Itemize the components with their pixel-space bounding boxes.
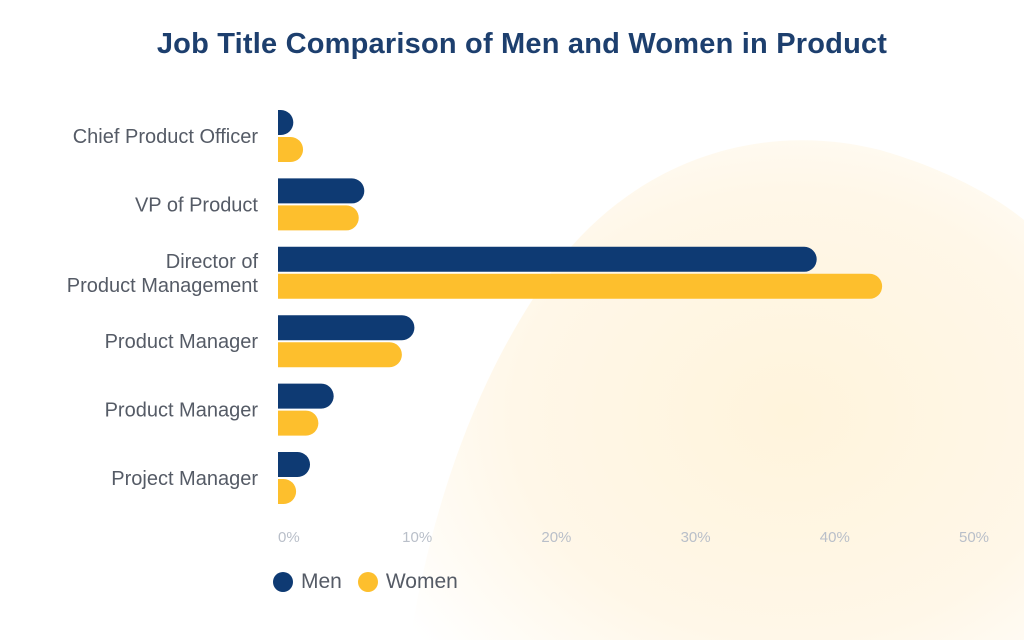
category-label-4: Product Manager [105, 400, 259, 422]
category-label-line: Product Manager [105, 400, 259, 422]
x-tick-label-1: 10% [402, 529, 432, 546]
bar-men-2 [278, 246, 817, 272]
legend: Men Women [273, 570, 458, 594]
category-label-3: Product Manager [105, 331, 259, 353]
x-tick-label-4: 40% [820, 529, 850, 546]
bar-women-3 [278, 342, 402, 368]
bar-men-5 [278, 452, 311, 477]
chart-title: Job Title Comparison of Men and Women in… [156, 28, 888, 60]
legend-swatch-men [273, 572, 293, 592]
legend-swatch-women [357, 572, 378, 592]
x-tick-label-3: 30% [681, 529, 711, 546]
category-label-line: Director of [166, 251, 259, 273]
bar-men-1 [278, 178, 365, 204]
category-label-1: VP of Product [135, 194, 258, 216]
category-label-2: Director of Product Management [67, 251, 259, 297]
x-tick-label-5: 50% [959, 529, 989, 546]
category-label-0: Chief Product Officer [73, 126, 259, 148]
bar-women-2 [278, 273, 883, 299]
bar-women-1 [278, 205, 359, 231]
x-tick-label-2: 20% [541, 529, 571, 546]
legend-label-women: Women [385, 570, 458, 593]
category-label-line: Project Manager [111, 468, 258, 490]
bar-men-0 [278, 110, 294, 135]
legend-label-men: Men [301, 570, 342, 593]
legend-item-men: Men [273, 570, 342, 594]
category-label-5: Project Manager [111, 468, 258, 490]
bar-men-3 [278, 315, 415, 341]
bar-women-5 [278, 479, 297, 504]
bar-men-4 [278, 383, 334, 409]
bar-women-0 [278, 137, 304, 162]
category-label-line: VP of Product [135, 194, 258, 216]
category-label-line: Chief Product Officer [73, 126, 259, 148]
x-tick-label-0: 0% [278, 529, 300, 546]
bar-women-4 [278, 410, 319, 436]
legend-item-women: Women [357, 570, 458, 594]
category-label-line: Product Management [67, 275, 259, 297]
category-label-line: Product Manager [105, 331, 259, 353]
